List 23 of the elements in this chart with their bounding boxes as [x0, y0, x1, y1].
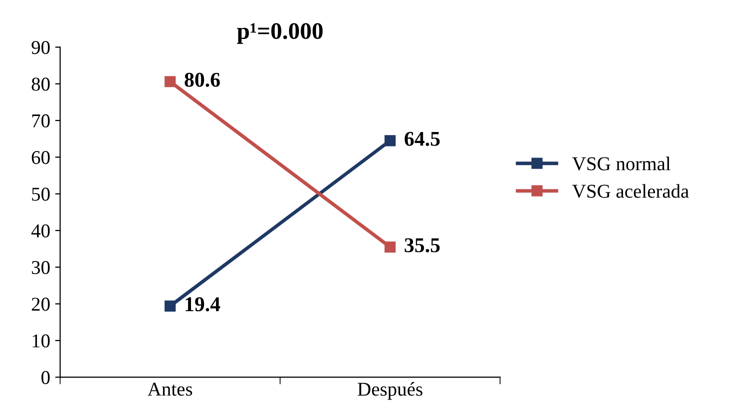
- data-label: 35.5: [404, 238, 440, 252]
- point: [164, 300, 176, 312]
- data-label: 19.4: [186, 297, 220, 312]
- point: [164, 76, 176, 88]
- y-tick-label: 10: [32, 334, 50, 348]
- x-tick-label: Después: [358, 382, 422, 400]
- y-tick-label: 80: [32, 78, 50, 91]
- x-tick-label: Antes: [148, 382, 192, 396]
- data-label: 80.6: [184, 72, 220, 87]
- chart-title: p¹=0.000: [237, 23, 323, 44]
- y-tick-label: 30: [32, 261, 50, 274]
- y-tick-label: 70: [32, 114, 50, 128]
- legend-label: VSG acelerada: [572, 184, 689, 198]
- point: [384, 241, 396, 253]
- y-tick-label: 20: [32, 298, 50, 311]
- point: [384, 135, 396, 146]
- y-tick-label: 90: [32, 40, 50, 54]
- legend-label: VSG normal: [572, 156, 670, 170]
- y-tick-label: 60: [32, 150, 50, 164]
- data-label: 64.5: [404, 132, 440, 146]
- y-tick-label: 40: [31, 224, 50, 238]
- y-tick-label: 50: [32, 188, 50, 201]
- y-tick-label: 0: [41, 371, 50, 384]
